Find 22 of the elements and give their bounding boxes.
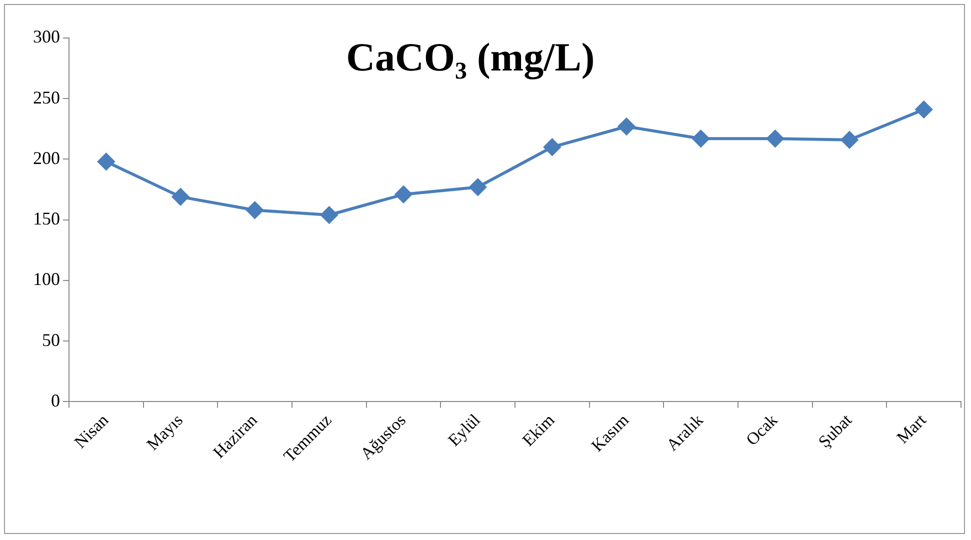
point	[544, 138, 561, 156]
x-tick-label: Mart	[893, 410, 930, 448]
point	[766, 130, 784, 148]
y-tick-label: 300	[33, 26, 60, 47]
point	[320, 206, 338, 224]
point	[172, 188, 189, 206]
point	[618, 118, 635, 135]
y-tick-label: 0	[51, 390, 60, 410]
point	[692, 130, 710, 148]
x-tick-label: Ocak	[742, 410, 782, 450]
y-tick-label: 200	[33, 148, 60, 168]
point	[395, 186, 412, 203]
chart-title: CaCO₃ (mg/L)	[346, 34, 595, 80]
point	[246, 202, 264, 219]
point	[841, 131, 858, 148]
point	[98, 153, 115, 170]
point	[469, 178, 486, 196]
y-tick-label: 100	[33, 269, 60, 290]
y-tick-label: 50	[42, 330, 60, 350]
y-tick-label: 150	[33, 208, 60, 229]
point	[915, 101, 932, 118]
y-tick-label: 250	[33, 87, 60, 108]
